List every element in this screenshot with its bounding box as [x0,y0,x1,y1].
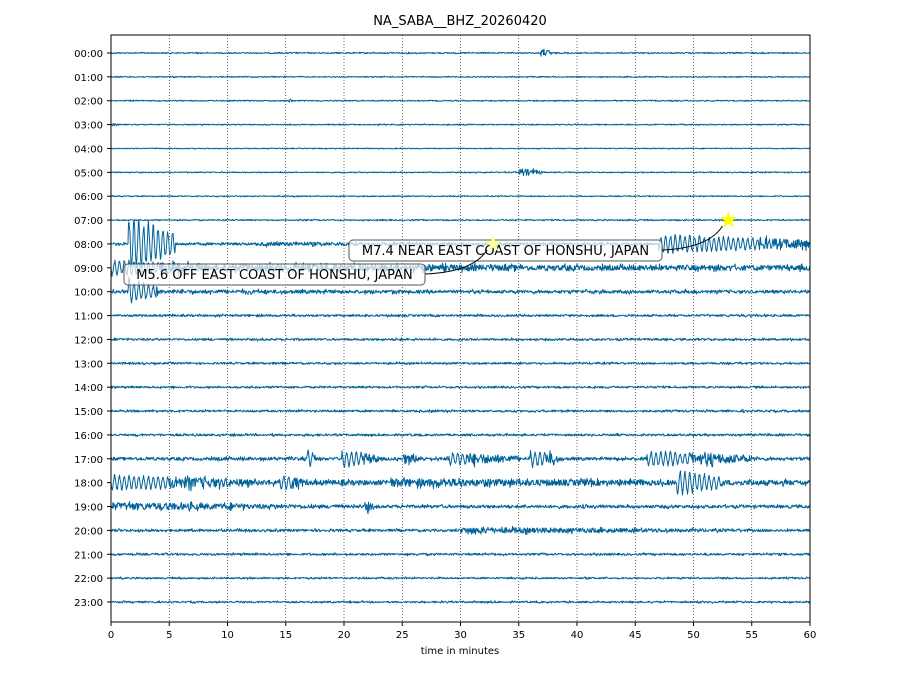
trace-row-0400 [111,148,810,149]
y-tick-label: 01:00 [74,73,103,84]
y-tick-label: 12:00 [74,335,103,346]
y-tick-label: 04:00 [74,144,103,155]
event-label: M7.4 NEAR EAST COAST OF HONSHU, JAPAN [362,244,649,259]
trace-row-1300 [111,362,810,365]
y-tick-label: 18:00 [74,479,103,490]
y-tick-label: 17:00 [74,455,103,466]
y-tick-label: 19:00 [74,503,103,514]
event-star-icon [720,211,737,227]
y-tick-label: 16:00 [74,431,103,442]
y-tick-label: 13:00 [74,359,103,370]
y-tick-label: 05:00 [74,168,103,179]
x-tick-label: 50 [687,630,700,641]
x-tick-label: 30 [454,630,467,641]
x-tick-label: 60 [804,630,817,641]
x-tick-label: 45 [629,630,642,641]
y-tick-label: 02:00 [74,97,103,108]
y-tick-label: 10:00 [74,288,103,299]
x-tick-label: 5 [166,630,172,641]
x-tick-label: 20 [338,630,351,641]
x-tick-label: 35 [512,630,525,641]
trace-row-1600 [111,433,810,436]
trace-row-1200 [111,338,810,341]
y-tick-label: 06:00 [74,192,103,203]
y-tick-label: 15:00 [74,407,103,418]
y-tick-label: 07:00 [74,216,103,227]
y-tick-label: 00:00 [74,49,103,60]
trace-row-0600 [111,195,810,197]
y-tick-label: 22:00 [74,574,103,585]
y-tick-label: 23:00 [74,598,103,609]
y-tick-label: 09:00 [74,264,103,275]
y-tick-label: 08:00 [74,240,103,251]
trace-row-2100 [111,553,810,556]
x-tick-label: 55 [745,630,758,641]
x-axis-label: time in minutes [421,646,500,657]
y-tick-label: 03:00 [74,121,103,132]
trace-row-0700 [111,219,810,221]
dayplot-figure: NA_SABA__BHZ_20260420 00:00 01:00 02:00 03:… [0,0,919,690]
y-tick-label: 21:00 [74,550,103,561]
event-label: M5.6 OFF EAST COAST OF HONSHU, JAPAN [136,268,413,283]
dayplot-chart: NA_SABA__BHZ_20260420 00:00 01:00 02:00 03:… [0,0,919,690]
x-tick-label: 10 [221,630,234,641]
y-tick-label: 11:00 [74,312,103,323]
x-tick-label: 40 [571,630,584,641]
x-tick-label: 15 [279,630,292,641]
trace-row-0500 [111,169,810,176]
y-tick-label: 20:00 [74,526,103,537]
x-tick-label: 0 [108,630,114,641]
trace-row-1500 [111,410,810,413]
chart-title: NA_SABA__BHZ_20260420 [373,14,547,29]
x-tick-label: 25 [396,630,409,641]
y-tick-label: 14:00 [74,383,103,394]
trace-row-2200 [111,577,810,580]
